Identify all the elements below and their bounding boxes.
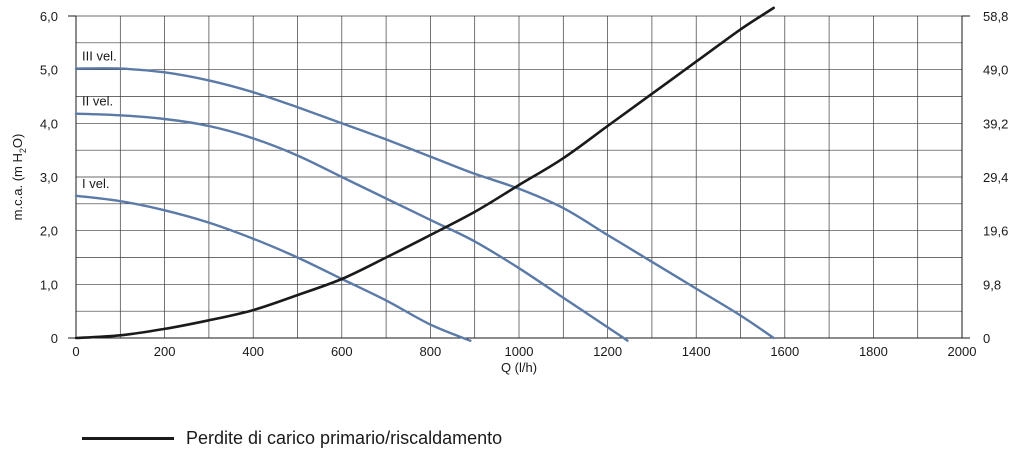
x-tick-label: 600 bbox=[331, 344, 353, 359]
legend-swatch bbox=[82, 436, 174, 440]
legend: Perdite di carico primario/riscaldamento bbox=[82, 426, 502, 450]
y-axis-label-subscript: 2 bbox=[18, 148, 28, 153]
series-line-iii-vel bbox=[74, 67, 775, 340]
y-axis-label-main: m.c.a. (m H bbox=[10, 153, 25, 220]
x-tick-label: 2000 bbox=[948, 344, 977, 359]
x-axis-ticks: 0 200 400 600 800 1000 1200 1400 1600 1800 2000 bbox=[72, 344, 976, 359]
y-axis-ticks: 0 1,0 2,0 3,0 4,0 5,0 6,0 bbox=[40, 9, 58, 346]
y-tick-label: 4,0 bbox=[40, 116, 58, 131]
grid bbox=[76, 15, 962, 338]
x-tick-label: 1600 bbox=[770, 344, 799, 359]
y2-tick-label: 39,2 bbox=[983, 116, 1008, 131]
series-labels: I vel. II vel. III vel. bbox=[82, 49, 117, 191]
x-tick-label: 1200 bbox=[593, 344, 622, 359]
y-axis-label-end: O) bbox=[10, 134, 25, 148]
series-line-i-vel bbox=[74, 194, 472, 342]
x-tick-label: 1400 bbox=[682, 344, 711, 359]
series-line-ii-vel bbox=[74, 112, 629, 342]
series-lines bbox=[74, 6, 775, 342]
x-tick-label: 0 bbox=[72, 344, 79, 359]
y2-tick-label: 29,4 bbox=[983, 170, 1008, 185]
y-tick-label: 6,0 bbox=[40, 9, 58, 24]
y2-tick-label: 9,8 bbox=[983, 277, 1001, 292]
series-label-iii-vel: III vel. bbox=[82, 49, 117, 64]
series-label-ii-vel: II vel. bbox=[82, 94, 113, 109]
series-label-i-vel: I vel. bbox=[82, 176, 109, 191]
legend-label: Perdite di carico primario/riscaldamento bbox=[186, 427, 503, 448]
y2-tick-label: 0 bbox=[983, 331, 990, 346]
x-tick-label: 1000 bbox=[505, 344, 534, 359]
chart: 0 200 400 600 800 1000 1200 1400 1600 1800 2000 0 1… bbox=[10, 6, 1008, 375]
x-tick-label: 400 bbox=[242, 344, 264, 359]
x-axis-label: Q (l/h) bbox=[501, 360, 537, 375]
y-tick-label: 1,0 bbox=[40, 277, 58, 292]
x-tick-label: 1800 bbox=[859, 344, 888, 359]
y-tick-label: 3,0 bbox=[40, 170, 58, 185]
y2-axis-ticks: 0 9,8 19,6 29,4 39,2 49,0 58,8 bbox=[983, 9, 1008, 346]
y-tick-label: 0 bbox=[51, 331, 58, 346]
y-axis-label: m.c.a. (m H2O) bbox=[10, 134, 28, 221]
series-line-perdite-di-carico bbox=[74, 6, 775, 340]
y-tick-label: 2,0 bbox=[40, 224, 58, 239]
y2-tick-label: 49,0 bbox=[983, 63, 1008, 78]
x-tick-label: 200 bbox=[154, 344, 176, 359]
y-tick-label: 5,0 bbox=[40, 63, 58, 78]
x-tick-label: 800 bbox=[420, 344, 442, 359]
y2-tick-label: 19,6 bbox=[983, 224, 1008, 239]
y2-tick-label: 58,8 bbox=[983, 9, 1008, 24]
